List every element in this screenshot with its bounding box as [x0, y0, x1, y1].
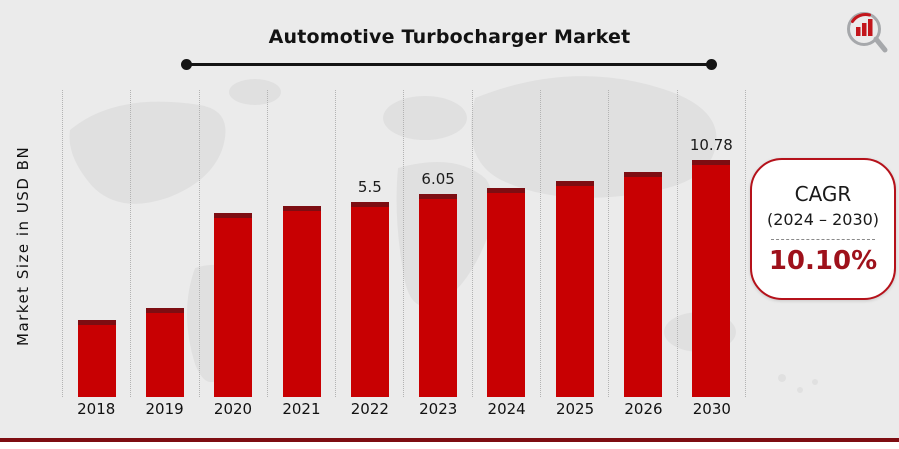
bar-cap: [350, 202, 389, 207]
bar-cap: [282, 206, 321, 211]
forecast-period-bracket: [181, 59, 717, 70]
bar-cap: [419, 194, 458, 199]
footer-accent-bar: [0, 438, 899, 442]
bar-column: [131, 90, 200, 397]
bar: [214, 213, 253, 397]
chart-title: Automotive Turbocharger Market: [268, 26, 631, 48]
cagr-value: 10.10%: [768, 246, 878, 276]
bar-value-label: 5.5: [357, 178, 382, 196]
bar-column: [473, 90, 542, 397]
bar-column: [609, 90, 678, 397]
cagr-divider: [771, 239, 875, 240]
x-tick-label: 2030: [692, 400, 731, 418]
x-tick-label: 2024: [487, 400, 526, 418]
bar-column: [200, 90, 268, 397]
bar-column: 10.78: [678, 90, 746, 397]
plot-area: 5.5 6.05 10.78: [62, 90, 746, 397]
bar-cap: [145, 308, 184, 313]
x-tick-label: 2019: [145, 400, 184, 418]
bar-cap: [555, 181, 594, 186]
bar: [419, 194, 458, 397]
bar-column: [541, 90, 610, 397]
y-axis-label: Market Size in USD BN: [14, 145, 32, 347]
bracket-endpoint-dot: [181, 59, 192, 70]
magnifier-bars-logo-icon: [847, 12, 888, 53]
brand-logo: [839, 6, 891, 58]
x-tick-label: 2020: [213, 400, 253, 418]
x-tick-label: 2025: [555, 400, 595, 418]
x-axis: 2018 2019 2020 2021 2022 2023 2024 2025 2026 2030: [62, 400, 746, 418]
bar-cap: [692, 160, 731, 165]
cagr-callout-card: CAGR (2024 – 2030) 10.10%: [750, 158, 896, 300]
bar: [77, 320, 116, 397]
cagr-period: (2024 – 2030): [766, 210, 880, 229]
bar-cap: [77, 320, 116, 325]
bar: [350, 202, 389, 397]
bar-column: 5.5: [336, 90, 405, 397]
bar-column: [268, 90, 337, 397]
bar: [624, 172, 663, 397]
x-tick-label: 2026: [624, 400, 663, 418]
x-tick-label: 2021: [282, 400, 321, 418]
bar: [487, 188, 526, 397]
bar-value-label: 6.05: [421, 170, 455, 188]
x-tick-label: 2018: [77, 400, 116, 418]
bar-column: [62, 90, 132, 397]
cagr-label: CAGR: [794, 182, 852, 206]
bar: [555, 181, 594, 397]
bar-cap: [214, 213, 253, 218]
bar: [282, 206, 321, 397]
x-tick-label: 2023: [419, 400, 458, 418]
footer-white-strip: [0, 442, 899, 449]
bar-cap: [487, 188, 526, 193]
bar-value-label: 10.78: [689, 136, 733, 154]
bar: [145, 308, 184, 397]
x-tick-label: 2022: [350, 400, 389, 418]
bar-column: 6.05: [404, 90, 473, 397]
bracket-endpoint-dot: [706, 59, 717, 70]
bar-cap: [624, 172, 663, 177]
bar: [692, 160, 731, 397]
